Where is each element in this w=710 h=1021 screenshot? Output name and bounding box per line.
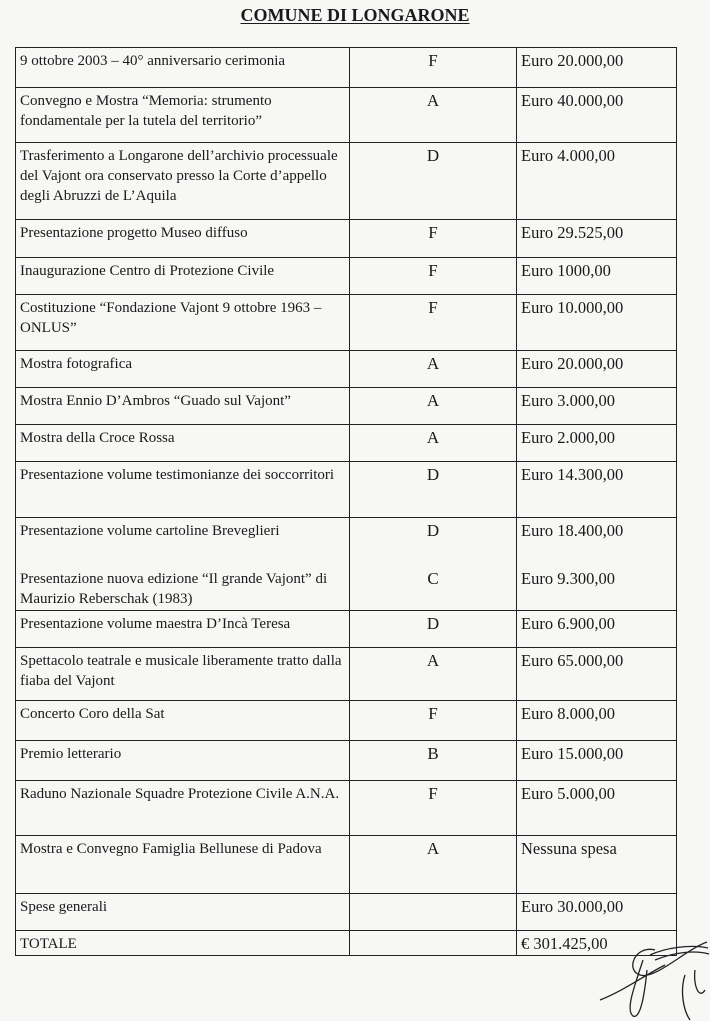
category-cell: F: [349, 47, 517, 88]
table-row: Mostra fotografica A Euro 20.000,00: [15, 350, 677, 388]
cost-cell: Euro 9.300,00: [516, 565, 677, 611]
category-cell: B: [349, 740, 517, 781]
table-row: Presentazione volume testimonianze dei s…: [15, 461, 677, 518]
cost-cell: Euro 29.525,00: [516, 219, 677, 258]
cost-cell: Euro 3.000,00: [516, 387, 677, 425]
category-cell: A: [349, 387, 517, 425]
event-cell: Premio letterario: [15, 740, 350, 781]
category-cell: C: [349, 565, 517, 611]
event-cell: Convegno e Mostra “Memoria: strumento fo…: [15, 87, 350, 143]
event-cell: Mostra della Croce Rossa: [15, 424, 350, 462]
category-cell: D: [349, 517, 517, 566]
table-row: 9 ottobre 2003 – 40° anniversario cerimo…: [15, 47, 677, 88]
event-cell: Spettacolo teatrale e musicale liberamen…: [15, 647, 350, 701]
table-row: Premio letterario B Euro 15.000,00: [15, 740, 677, 781]
event-cell: Raduno Nazionale Squadre Protezione Civi…: [15, 780, 350, 836]
event-cell: Presentazione volume maestra D’Incà Tere…: [15, 610, 350, 648]
category-cell: F: [349, 294, 517, 351]
document-title: COMUNE DI LONGARONE: [240, 5, 470, 25]
cost-cell: Euro 14.300,00: [516, 461, 677, 518]
event-cell: Presentazione progetto Museo diffuso: [15, 219, 350, 258]
table-row: Inaugurazione Centro di Protezione Civil…: [15, 257, 677, 295]
event-cell: Mostra e Convegno Famiglia Bellunese di …: [15, 835, 350, 894]
expense-table: 9 ottobre 2003 – 40° anniversario cerimo…: [15, 47, 677, 956]
cost-cell: Euro 18.400,00: [516, 517, 677, 566]
table-row: Mostra e Convegno Famiglia Bellunese di …: [15, 835, 677, 894]
category-cell: [349, 893, 517, 931]
table-row: Spettacolo teatrale e musicale liberamen…: [15, 647, 677, 701]
cost-cell: Euro 10.000,00: [516, 294, 677, 351]
cost-cell: Euro 2.000,00: [516, 424, 677, 462]
table-row: Presentazione volume maestra D’Incà Tere…: [15, 610, 677, 648]
event-cell: Spese generali: [15, 893, 350, 931]
category-cell: A: [349, 350, 517, 388]
event-cell: Presentazione volume cartoline Breveglie…: [15, 517, 350, 566]
event-cell: TOTALE: [15, 930, 350, 956]
table-row: Raduno Nazionale Squadre Protezione Civi…: [15, 780, 677, 836]
table-row: Spese generali Euro 30.000,00: [15, 893, 677, 931]
cost-cell: Euro 1000,00: [516, 257, 677, 295]
table-row: Presentazione nuova edizione “Il grande …: [15, 565, 677, 611]
event-cell: Presentazione volume testimonianze dei s…: [15, 461, 350, 518]
category-cell: [349, 930, 517, 956]
table-row: Concerto Coro della Sat F Euro 8.000,00: [15, 700, 677, 741]
handwritten-signature: [599, 941, 710, 1021]
table-row: Presentazione progetto Museo diffuso F Eur…: [15, 219, 677, 258]
category-cell: A: [349, 835, 517, 894]
event-cell: Mostra Ennio D’Ambros “Guado sul Vajont”: [15, 387, 350, 425]
cost-cell: Euro 40.000,00: [516, 87, 677, 143]
cost-cell: Euro 5.000,00: [516, 780, 677, 836]
event-cell: Mostra fotografica: [15, 350, 350, 388]
event-cell: Trasferimento a Longarone dell’archivio …: [15, 142, 350, 220]
cost-cell: € 301.425,00: [516, 930, 677, 956]
table-row: Mostra Ennio D’Ambros “Guado sul Vajont”…: [15, 387, 677, 425]
cost-cell: Euro 65.000,00: [516, 647, 677, 701]
category-cell: A: [349, 424, 517, 462]
event-cell: Concerto Coro della Sat: [15, 700, 350, 741]
table-row: Mostra della Croce Rossa A Euro 2.000,00: [15, 424, 677, 462]
event-cell: Costituzione “Fondazione Vajont 9 ottobr…: [15, 294, 350, 351]
table-row: TOTALE € 301.425,00: [15, 930, 677, 956]
event-cell: Inaugurazione Centro di Protezione Civil…: [15, 257, 350, 295]
table-row: Costituzione “Fondazione Vajont 9 ottobr…: [15, 294, 677, 351]
cost-cell: Euro 20.000,00: [516, 350, 677, 388]
table-row: Trasferimento a Longarone dell’archivio …: [15, 142, 677, 220]
category-cell: F: [349, 219, 517, 258]
category-cell: D: [349, 142, 517, 220]
cost-cell: Euro 30.000,00: [516, 893, 677, 931]
cost-cell: Euro 6.900,00: [516, 610, 677, 648]
cost-cell: Euro 15.000,00: [516, 740, 677, 781]
cost-cell: Euro 20.000,00: [516, 47, 677, 88]
cost-cell: Euro 4.000,00: [516, 142, 677, 220]
table-row: Convegno e Mostra “Memoria: strumento fo…: [15, 87, 677, 143]
category-cell: D: [349, 610, 517, 648]
category-cell: D: [349, 461, 517, 518]
cost-cell: Nessuna spesa: [516, 835, 677, 894]
category-cell: F: [349, 257, 517, 295]
cost-cell: Euro 8.000,00: [516, 700, 677, 741]
event-cell: Presentazione nuova edizione “Il grande …: [15, 565, 350, 611]
table-row: Presentazione volume cartoline Breveglie…: [15, 517, 677, 566]
category-cell: F: [349, 700, 517, 741]
category-cell: A: [349, 647, 517, 701]
category-cell: F: [349, 780, 517, 836]
event-cell: 9 ottobre 2003 – 40° anniversario cerimo…: [15, 47, 350, 88]
category-cell: A: [349, 87, 517, 143]
